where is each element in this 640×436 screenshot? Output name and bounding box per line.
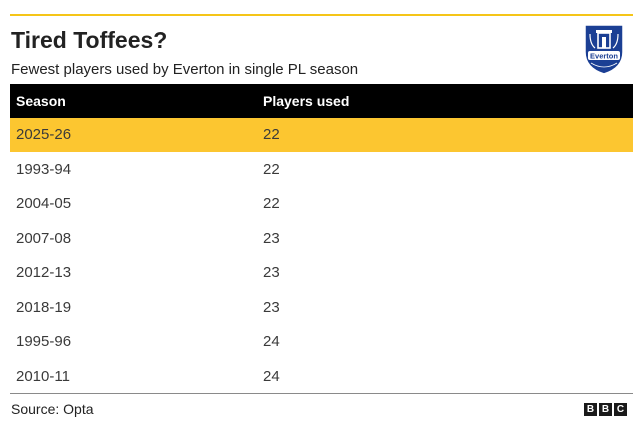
cell-season: 2010-11 [16,367,70,385]
table-row: 2010-11 24 [10,360,633,394]
cell-players-used: 23 [263,298,280,316]
table-row: 2025-26 22 [10,118,633,153]
cell-season: 2004-05 [16,195,72,213]
table-body: 2025-26 22 1993-94 22 2004-05 22 2007-08… [10,118,633,394]
cell-players-used: 24 [263,333,280,351]
cell-season: 2018-19 [16,298,72,316]
cell-season: 1993-94 [16,160,72,178]
bbc-logo-letter: C [614,403,627,416]
cell-season: 2012-13 [16,264,72,282]
cell-season: 2007-08 [16,229,72,247]
bbc-logo-letter: B [584,403,597,416]
table-row: 2012-13 23 [10,256,633,291]
table-row: 1993-94 22 [10,153,633,187]
table-row: 2007-08 23 [10,222,633,256]
footer-divider [10,393,633,394]
cell-season: 1995-96 [16,333,72,351]
cell-players-used: 22 [263,195,280,213]
chart-title: Tired Toffees? [11,27,168,53]
header-players-used: Players used [263,93,350,109]
cell-players-used: 24 [263,367,280,385]
cell-season: 2025-26 [16,126,72,144]
header-season: Season [16,93,66,109]
cell-players-used: 22 [263,160,280,178]
table-row: 1995-96 24 [10,325,633,360]
chart-subtitle: Fewest players used by Everton in single… [11,61,359,78]
cell-players-used: 22 [263,126,280,144]
top-accent-rule [10,14,633,16]
table-row: 2004-05 22 [10,187,633,222]
table-row: 2018-19 23 [10,291,633,325]
table-header: Season Players used [10,84,633,118]
bbc-logo-icon: B B C [584,403,627,416]
bbc-logo-letter: B [599,403,612,416]
source-note: Source: Opta [11,401,94,417]
crest-text: Everton [590,51,618,60]
cell-players-used: 23 [263,229,280,247]
data-table: Season Players used 2025-26 22 1993-94 2… [10,84,633,394]
everton-crest-icon: Everton [584,24,624,75]
cell-players-used: 23 [263,264,280,282]
